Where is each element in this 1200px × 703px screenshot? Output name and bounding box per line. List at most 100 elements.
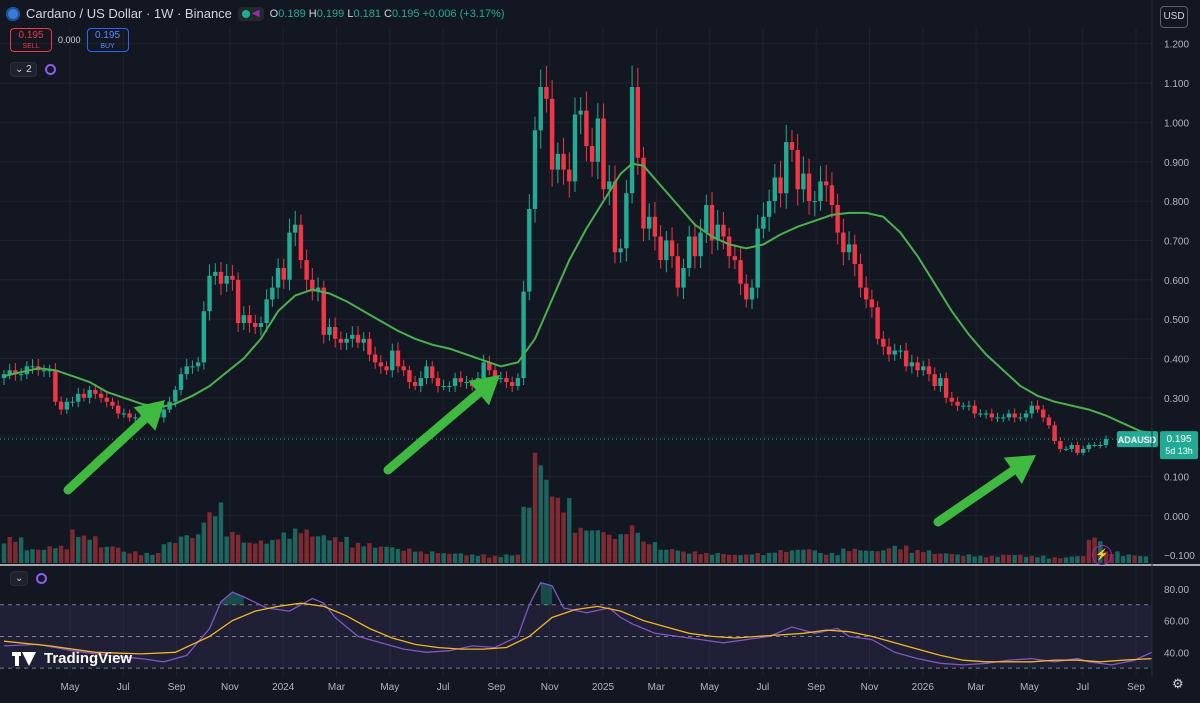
volume-bar — [332, 537, 338, 563]
sell-button[interactable]: 0.195 SELL — [10, 28, 52, 52]
candle-body — [104, 397, 109, 402]
volume-bar — [201, 522, 207, 563]
candle-body — [709, 205, 715, 241]
candle-body — [943, 378, 949, 398]
volume-bar — [709, 554, 715, 563]
volume-bar — [275, 539, 281, 563]
volume-bar — [584, 530, 589, 563]
volume-bar — [538, 465, 543, 563]
volume-bar — [1023, 556, 1029, 563]
candle-body — [321, 287, 326, 335]
candle-body — [624, 193, 629, 249]
volume-bar — [1012, 555, 1017, 563]
volume-bar — [464, 555, 469, 563]
rsi-collapse-toggle[interactable]: ⌄ — [10, 571, 29, 586]
volume-bar — [675, 550, 680, 563]
volume-bar — [452, 553, 458, 563]
candle-body — [1046, 417, 1052, 426]
time-tick-label: 2026 — [912, 682, 935, 693]
volume-bar — [618, 534, 623, 563]
volume-bar — [527, 507, 532, 563]
candle-body — [749, 287, 755, 300]
volume-bar — [932, 553, 937, 563]
volume-bar — [772, 552, 778, 563]
candle-body — [293, 224, 298, 233]
volume-bar — [178, 536, 184, 563]
brand-name: TradingView — [44, 650, 133, 667]
volume-bar — [978, 555, 983, 563]
candle-body — [213, 271, 218, 276]
arrow-up-1-icon — [63, 400, 165, 495]
time-tick-label: Jul — [117, 682, 130, 693]
volume-bar — [886, 548, 892, 563]
volume-bar — [795, 549, 800, 563]
candle-body — [1, 374, 7, 379]
volume-bar — [1086, 539, 1092, 563]
candle-body — [1069, 444, 1074, 449]
candle-body — [327, 326, 332, 335]
candle-body — [270, 287, 275, 300]
volume-bar — [298, 533, 304, 563]
candle-body — [544, 87, 549, 99]
currency-button[interactable]: USD — [1160, 6, 1188, 28]
volume-bar — [81, 535, 87, 563]
candle-body — [789, 142, 795, 150]
candle-body — [595, 118, 601, 162]
tradingview-logo[interactable]: TradingView — [12, 650, 132, 667]
symbol-title[interactable]: Cardano / US Dollar · 1W · Binance — [26, 6, 232, 21]
volume-bar — [258, 540, 264, 563]
volume-bar — [481, 554, 486, 563]
volume-bar — [36, 549, 41, 563]
candle-body — [898, 350, 903, 352]
trade-panel: 0.195 SELL 0.000 0.195 BUY — [10, 28, 129, 52]
candle-body — [772, 177, 778, 202]
volume-bar — [110, 546, 115, 563]
volume-bar — [64, 549, 70, 563]
volume-bar — [293, 528, 298, 563]
volume-bar — [241, 542, 247, 563]
buy-label: BUY — [100, 43, 115, 50]
volume-bar — [983, 557, 989, 563]
volume-bar — [732, 554, 738, 563]
volume-bar — [1035, 557, 1040, 563]
candle-body — [1098, 444, 1103, 446]
price-tick-label: 1.200 — [1164, 40, 1189, 51]
volume-bar — [949, 554, 955, 563]
volume-bar — [1132, 555, 1137, 563]
symbol-tag-bg — [1117, 431, 1158, 448]
time-tick-label: May — [1020, 682, 1039, 693]
candle-body — [412, 382, 418, 386]
candle-body — [93, 389, 98, 394]
volume-bar — [761, 555, 766, 563]
candle-body — [532, 130, 538, 209]
candle-body — [766, 201, 772, 217]
candle-body — [178, 374, 184, 390]
volume-bar — [315, 536, 321, 563]
lightning-icon[interactable]: ⚡ — [1092, 545, 1112, 565]
volume-bar — [1001, 554, 1006, 563]
price-tick-label: 0.900 — [1164, 158, 1189, 169]
candle-body — [721, 224, 726, 237]
candle-body — [110, 401, 115, 406]
rsi-ma-line — [3, 602, 1152, 663]
market-status[interactable]: ◀ — [237, 6, 264, 21]
volume-bar — [835, 555, 840, 563]
candle-body — [1052, 425, 1057, 442]
rsi-ring-icon[interactable] — [36, 573, 48, 584]
settings-gear-icon[interactable]: ⚙ — [1172, 676, 1184, 691]
candle-body — [881, 338, 886, 347]
volume-bar — [738, 555, 743, 563]
volume-bar — [458, 553, 463, 563]
time-tick-label: May — [380, 682, 399, 693]
buy-button[interactable]: 0.195 BUY — [86, 28, 129, 52]
indicators-toggle[interactable]: ⌄ 2 — [10, 62, 37, 77]
arrow-up-2-icon-head — [468, 375, 500, 406]
loading-ring-icon[interactable] — [44, 64, 56, 75]
time-tick-label: Mar — [967, 682, 985, 693]
candle-body — [121, 413, 127, 415]
candle-body — [852, 244, 857, 265]
candle-body — [641, 157, 646, 229]
volume-bar — [704, 552, 709, 563]
